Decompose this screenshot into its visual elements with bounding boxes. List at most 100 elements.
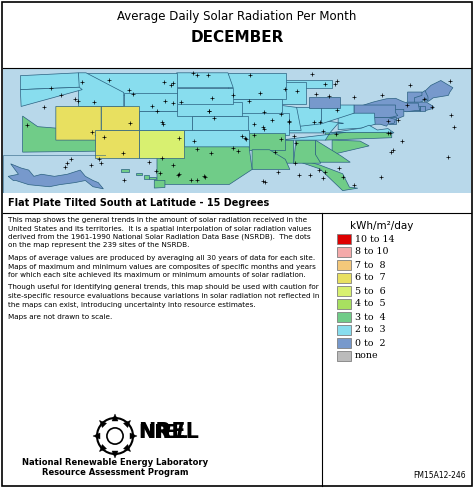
Text: 6 to  7: 6 to 7 bbox=[355, 273, 386, 283]
Text: kWh/m²/day: kWh/m²/day bbox=[350, 221, 414, 231]
Bar bbox=[3, 68, 471, 193]
Polygon shape bbox=[316, 140, 350, 162]
Polygon shape bbox=[177, 88, 233, 104]
Text: derived from the 1961-1990 National Solar Radiation Data Base (NSRDB).  The dots: derived from the 1961-1990 National Sola… bbox=[8, 234, 310, 241]
Polygon shape bbox=[79, 73, 124, 106]
Text: FM15A12-246: FM15A12-246 bbox=[413, 471, 466, 480]
Text: the maps can exist, introducing uncertainty into resource estimates.: the maps can exist, introducing uncertai… bbox=[8, 302, 255, 307]
Polygon shape bbox=[157, 147, 252, 184]
Polygon shape bbox=[100, 421, 107, 427]
Polygon shape bbox=[23, 116, 97, 152]
Text: Flat Plate Tilted South at Latitude - 15 Degrees: Flat Plate Tilted South at Latitude - 15… bbox=[8, 198, 269, 208]
Bar bbox=[337, 234, 351, 244]
Polygon shape bbox=[271, 104, 301, 130]
Text: on the map represent the 239 sites of the NSRDB.: on the map represent the 239 sites of th… bbox=[8, 243, 190, 248]
Polygon shape bbox=[247, 133, 284, 150]
Polygon shape bbox=[177, 73, 233, 88]
Text: DECEMBER: DECEMBER bbox=[191, 30, 283, 45]
Text: 4 to  5: 4 to 5 bbox=[355, 300, 386, 308]
Bar bbox=[337, 351, 351, 361]
Text: Maps are not drawn to scale.: Maps are not drawn to scale. bbox=[8, 314, 112, 320]
Polygon shape bbox=[112, 451, 118, 458]
Polygon shape bbox=[86, 73, 177, 95]
Polygon shape bbox=[100, 445, 107, 451]
Polygon shape bbox=[8, 164, 103, 189]
Polygon shape bbox=[149, 177, 156, 179]
Polygon shape bbox=[191, 116, 247, 130]
Polygon shape bbox=[228, 73, 286, 99]
Text: Maps of average values are produced by averaging all 30 years of data for each s: Maps of average values are produced by a… bbox=[8, 255, 315, 261]
Text: 2 to  3: 2 to 3 bbox=[355, 325, 386, 334]
Circle shape bbox=[107, 428, 123, 444]
Text: EL: EL bbox=[164, 423, 190, 442]
Polygon shape bbox=[101, 106, 139, 130]
Polygon shape bbox=[279, 80, 332, 88]
Text: 5 to  6: 5 to 6 bbox=[355, 286, 386, 296]
Polygon shape bbox=[93, 433, 100, 439]
Text: 3 to  4: 3 to 4 bbox=[355, 312, 386, 322]
Bar bbox=[337, 247, 351, 257]
Text: 0 to  2: 0 to 2 bbox=[355, 339, 385, 347]
Polygon shape bbox=[136, 173, 142, 175]
Text: Though useful for identifying general trends, this map should be used with cauti: Though useful for identifying general tr… bbox=[8, 285, 319, 290]
Polygon shape bbox=[414, 91, 428, 103]
Polygon shape bbox=[359, 98, 419, 112]
Bar bbox=[337, 312, 351, 322]
Polygon shape bbox=[177, 102, 242, 116]
Polygon shape bbox=[260, 82, 307, 104]
Bar bbox=[337, 325, 351, 335]
Text: for which each site achieved its maximum or minimum amounts of solar radiation.: for which each site achieved its maximum… bbox=[8, 272, 306, 278]
Polygon shape bbox=[238, 113, 289, 135]
Text: 10 to 14: 10 to 14 bbox=[355, 235, 394, 244]
Polygon shape bbox=[301, 160, 358, 191]
Polygon shape bbox=[293, 140, 321, 163]
Polygon shape bbox=[407, 102, 433, 110]
Polygon shape bbox=[154, 181, 165, 188]
Polygon shape bbox=[121, 169, 129, 172]
Text: Average Daily Solar Radiation Per Month: Average Daily Solar Radiation Per Month bbox=[117, 10, 357, 23]
Polygon shape bbox=[338, 113, 375, 129]
Polygon shape bbox=[390, 117, 395, 124]
Polygon shape bbox=[20, 73, 79, 90]
Polygon shape bbox=[184, 130, 249, 147]
Polygon shape bbox=[297, 107, 321, 127]
Polygon shape bbox=[124, 93, 177, 111]
Text: Resource Assessment Program: Resource Assessment Program bbox=[42, 468, 188, 477]
Polygon shape bbox=[20, 87, 82, 106]
Polygon shape bbox=[124, 445, 130, 451]
Text: Maps of maximum and minimum values are composites of specific months and years: Maps of maximum and minimum values are c… bbox=[8, 264, 316, 269]
Text: NR: NR bbox=[138, 423, 169, 442]
Polygon shape bbox=[419, 106, 425, 111]
Polygon shape bbox=[232, 99, 282, 114]
Polygon shape bbox=[124, 421, 130, 427]
Polygon shape bbox=[321, 105, 354, 124]
Bar bbox=[337, 299, 351, 309]
Polygon shape bbox=[425, 81, 453, 101]
Text: none: none bbox=[355, 351, 379, 361]
Polygon shape bbox=[391, 109, 404, 122]
Bar bbox=[337, 273, 351, 283]
Text: United States and its territories.  It is a spatial interpolation of solar radia: United States and its territories. It is… bbox=[8, 225, 311, 231]
Polygon shape bbox=[285, 121, 344, 133]
Text: This map shows the general trends in the amount of solar radiation received in t: This map shows the general trends in the… bbox=[8, 217, 307, 223]
Polygon shape bbox=[280, 132, 346, 140]
Text: NREL: NREL bbox=[138, 422, 199, 442]
Text: National Renewable Energy Laboratory: National Renewable Energy Laboratory bbox=[22, 458, 208, 467]
Polygon shape bbox=[269, 140, 293, 163]
Polygon shape bbox=[145, 175, 149, 179]
Polygon shape bbox=[112, 414, 118, 421]
Text: 7 to  8: 7 to 8 bbox=[355, 261, 385, 269]
Polygon shape bbox=[405, 106, 419, 111]
Bar bbox=[337, 260, 351, 270]
Polygon shape bbox=[332, 140, 369, 155]
Polygon shape bbox=[362, 118, 395, 126]
Polygon shape bbox=[408, 92, 422, 103]
Polygon shape bbox=[56, 106, 101, 140]
Polygon shape bbox=[130, 433, 137, 439]
Polygon shape bbox=[354, 105, 398, 118]
Polygon shape bbox=[139, 130, 184, 158]
Polygon shape bbox=[139, 111, 191, 130]
Polygon shape bbox=[95, 130, 139, 158]
Polygon shape bbox=[325, 132, 392, 140]
Text: site-specific resource evaluations because variations in solar radiation not ref: site-specific resource evaluations becau… bbox=[8, 293, 319, 299]
